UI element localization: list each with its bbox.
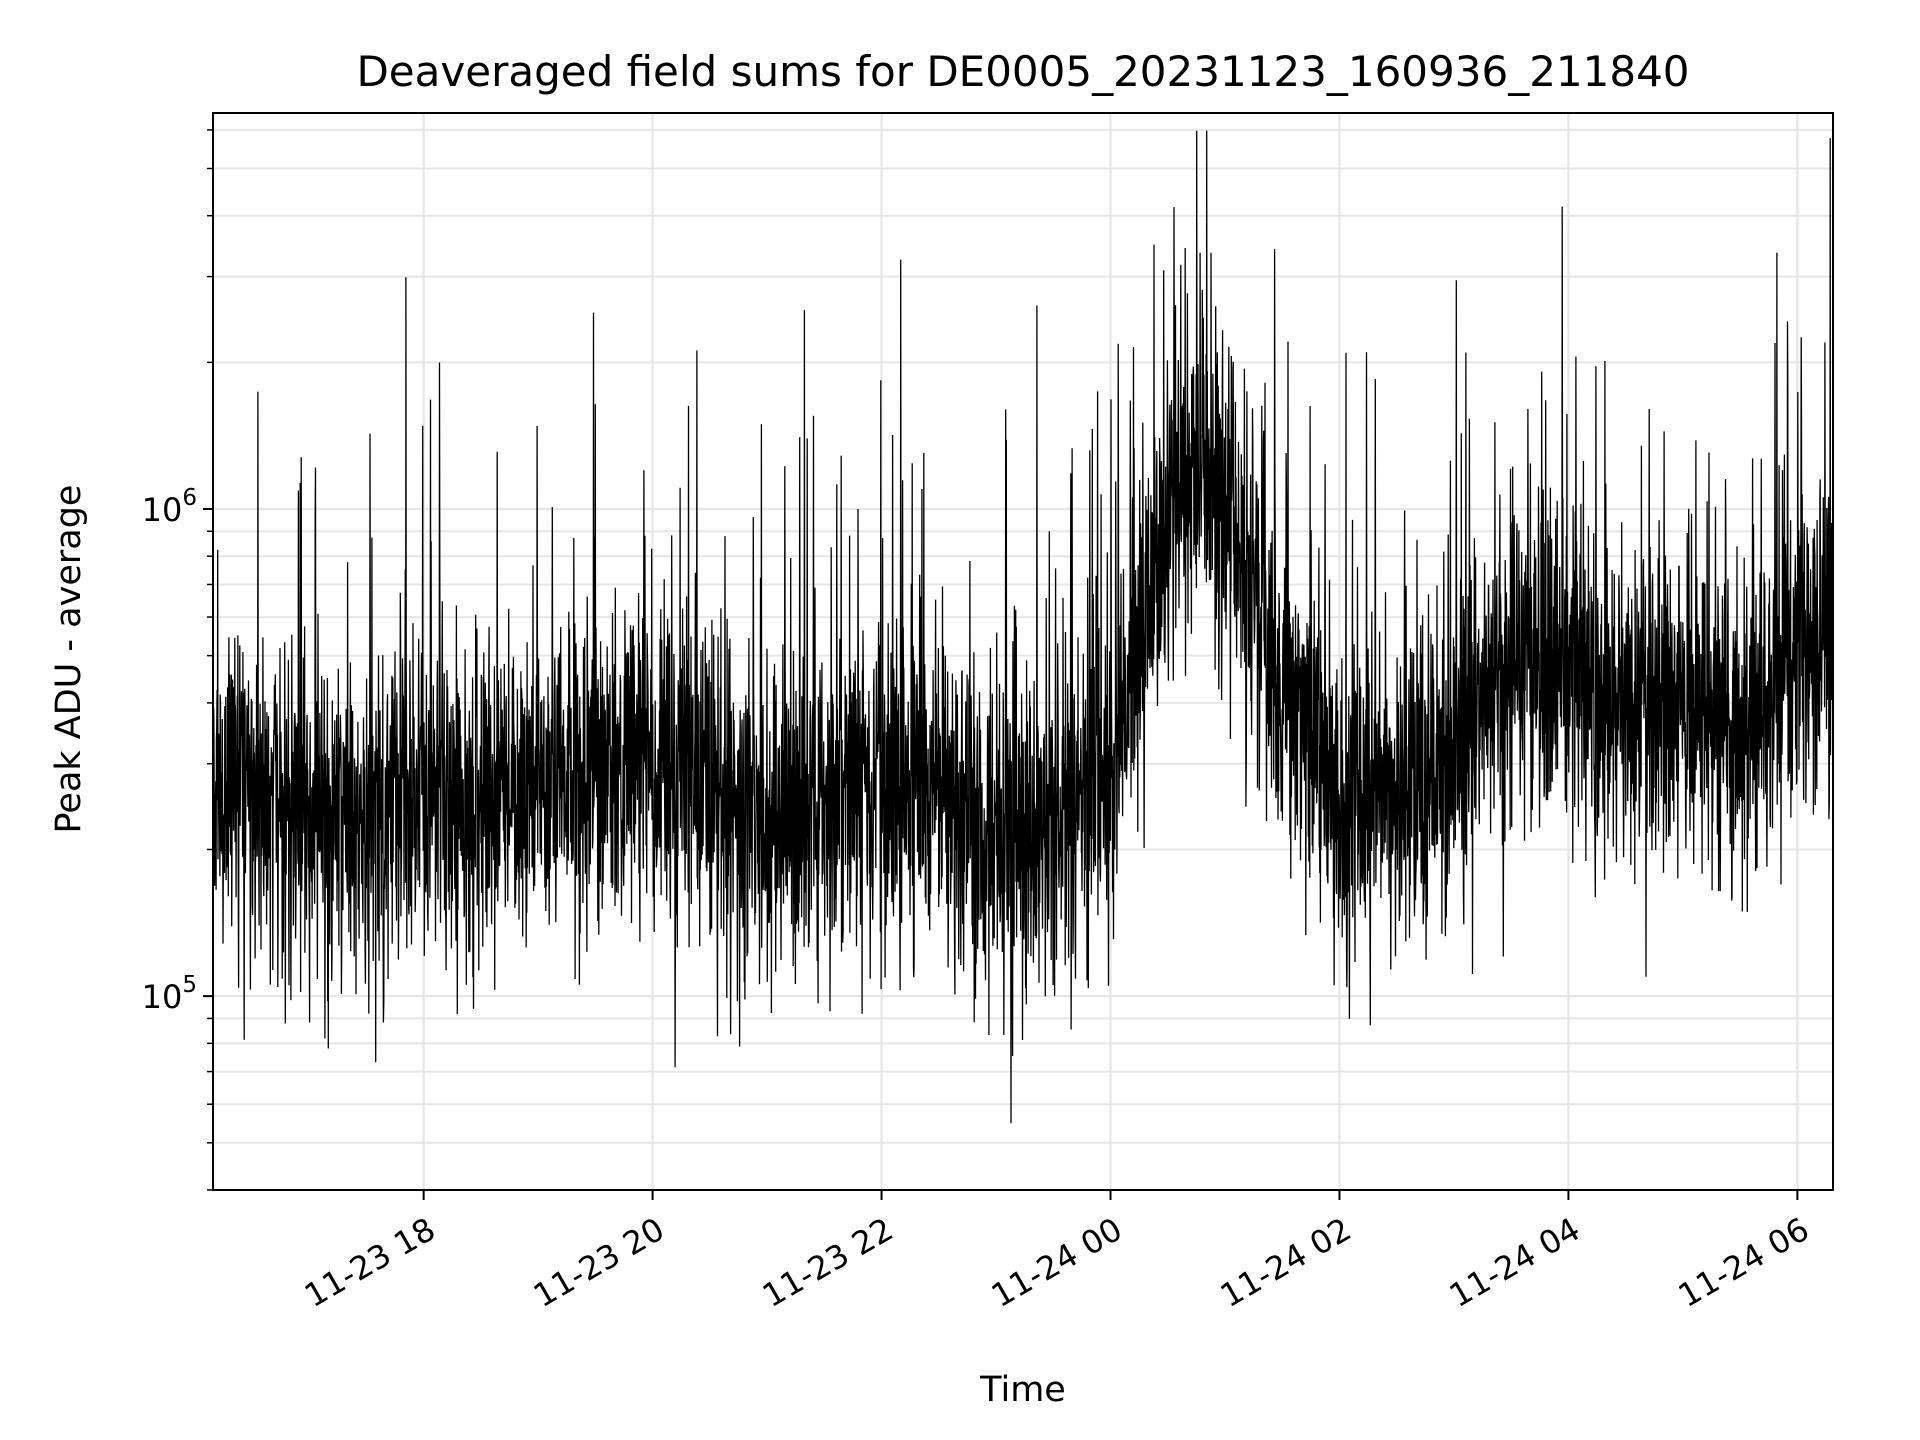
- y-axis-label: Peak ADU - average: [49, 485, 89, 834]
- x-axis-label: Time: [979, 1370, 1066, 1410]
- plot-frame: [212, 112, 1834, 1191]
- y-tick-label: 106: [142, 485, 197, 529]
- y-tick-label: 105: [142, 972, 197, 1016]
- series-layer: [212, 130, 1834, 1124]
- chart-title: Deaveraged field sums for DE0005_2023112…: [356, 47, 1689, 96]
- series-line: [212, 130, 1834, 1124]
